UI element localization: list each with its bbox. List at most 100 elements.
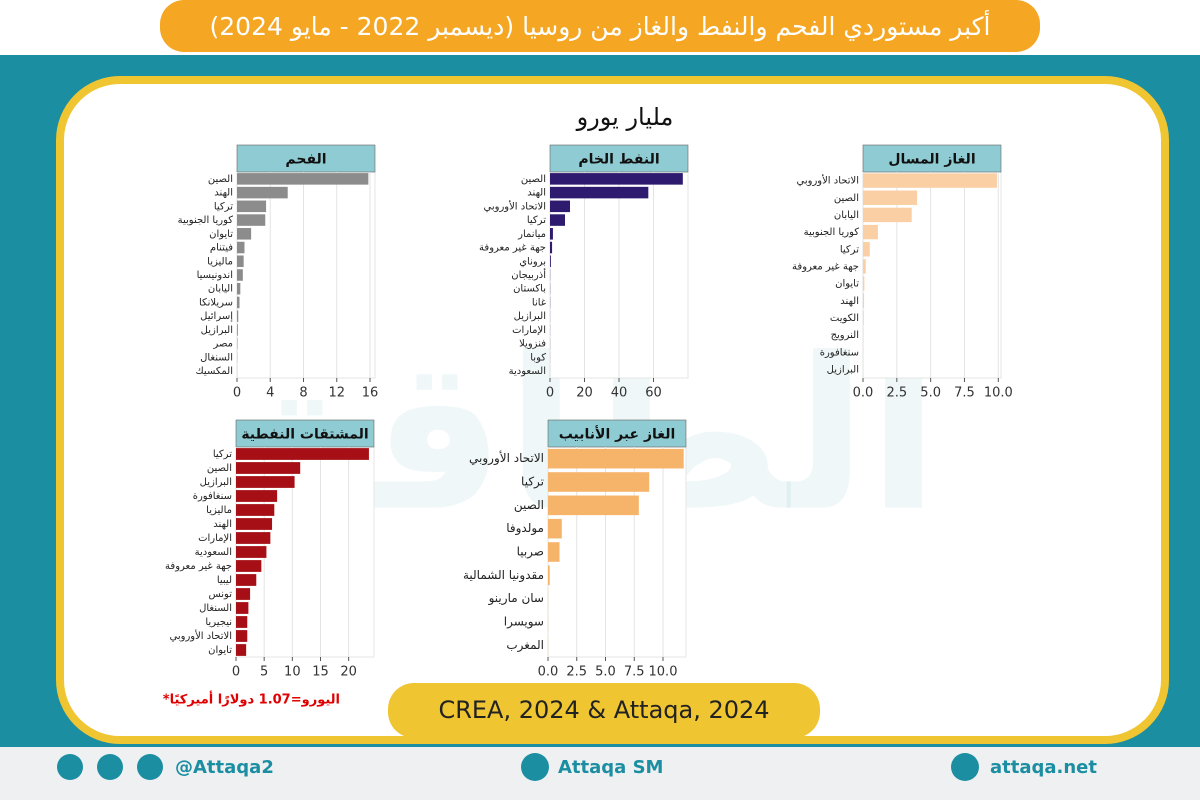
bar <box>548 448 684 469</box>
x-icon[interactable] <box>57 754 83 780</box>
y-tick-label: تايوان <box>209 229 233 240</box>
panel-header <box>235 419 375 448</box>
bar <box>548 518 562 539</box>
bar <box>236 546 267 558</box>
bar <box>236 560 262 572</box>
x-tick-label: 7.5 <box>624 665 645 680</box>
bar <box>548 472 650 492</box>
bar <box>236 588 251 600</box>
source-box <box>388 683 820 738</box>
panel-title: النفط الخام <box>578 152 659 168</box>
y-tick-label: ليبيا <box>217 575 232 586</box>
y-tick-label: الاتحاد الأوروبي <box>484 199 547 212</box>
panel-title: الغاز عبر الأنابيب <box>559 426 676 443</box>
x-tick-label: 0 <box>232 665 240 680</box>
panel-title: المشتقات النفطية <box>241 427 368 443</box>
x-tick-label: 8 <box>299 386 307 401</box>
y-tick-label: السعودية <box>195 547 232 558</box>
title-banner <box>160 0 1040 52</box>
y-tick-label: تركيا <box>214 201 233 212</box>
bar <box>236 532 271 544</box>
y-tick-label: فيتنام <box>210 243 233 254</box>
x-tick-label: 16 <box>362 386 379 401</box>
x-tick-label: 40 <box>611 386 628 401</box>
x-tick-label: 0 <box>546 386 554 401</box>
y-tick-label: سريلانكا <box>199 297 233 308</box>
bar <box>550 228 553 240</box>
y-tick-label: السنغال <box>200 352 233 363</box>
bar <box>237 214 266 226</box>
source: CREA, 2024 & Attaqa, 2024 <box>438 696 769 724</box>
y-tick-label: السعودية <box>509 366 546 377</box>
y-tick-label: ماليزيا <box>206 505 232 516</box>
panel-title: الفحم <box>285 152 326 168</box>
y-tick-label: تركيا <box>527 215 546 226</box>
bar <box>237 173 369 185</box>
y-tick-label: تركيا <box>521 475 544 490</box>
y-tick-label: إسرائيل <box>200 311 233 322</box>
y-tick-label: الهند <box>840 296 859 307</box>
social-handle[interactable]: @Attaqa2 <box>175 757 274 778</box>
bar <box>863 207 912 223</box>
bar <box>863 173 997 188</box>
bar <box>236 462 301 474</box>
y-tick-label: سويسرا <box>504 615 544 630</box>
y-tick-label: ميانمار <box>517 229 546 240</box>
bar <box>237 296 240 309</box>
y-tick-label: الصين <box>514 498 544 513</box>
bar <box>236 616 248 628</box>
plot-area <box>862 171 1002 379</box>
bar <box>550 214 566 226</box>
y-tick-label: الصين <box>521 174 546 185</box>
bar <box>548 565 550 586</box>
facebook-icon[interactable] <box>137 754 163 780</box>
x-tick-label: 12 <box>328 386 345 401</box>
bar <box>550 173 683 185</box>
bar <box>863 276 865 291</box>
y-tick-label: اندونيسيا <box>197 270 233 281</box>
y-tick-label: مصر <box>212 339 233 350</box>
youtube-handle[interactable]: Attaqa SM <box>558 757 663 778</box>
y-tick-label: مقدونيا الشمالية <box>463 568 544 583</box>
bar <box>863 190 918 205</box>
bar <box>236 448 369 460</box>
bar <box>237 269 243 281</box>
y-tick-label: نيجيريا <box>205 617 232 628</box>
y-tick-label: تركيا <box>840 244 859 255</box>
web-icon[interactable] <box>951 753 979 781</box>
bar <box>237 241 245 254</box>
y-tick-label: اليابان <box>208 284 233 295</box>
footer-bar <box>0 747 1200 800</box>
youtube-icon[interactable] <box>521 753 549 781</box>
y-tick-label: فنزويلا <box>519 339 546 350</box>
x-tick-label: 0.0 <box>853 386 874 401</box>
bar <box>863 242 870 257</box>
y-tick-label: الكويت <box>830 313 859 324</box>
instagram-icon[interactable] <box>97 754 123 780</box>
bar <box>236 518 273 530</box>
x-tick-label: 5.0 <box>595 665 616 680</box>
bar <box>863 259 866 274</box>
bar <box>550 241 553 254</box>
y-tick-label: تونس <box>209 589 233 600</box>
y-tick-label: المغرب <box>506 638 544 653</box>
x-tick-label: 5 <box>260 665 268 680</box>
x-tick-label: 60 <box>645 386 662 401</box>
panel-header <box>549 144 689 173</box>
y-tick-label: كوريا الجنوبية <box>178 215 234 226</box>
y-tick-label: صربيا <box>517 545 544 560</box>
y-tick-label: الاتحاد الأوروبي <box>469 450 544 466</box>
y-tick-label: البرازيل <box>827 364 859 375</box>
y-tick-label: الاتحاد الأوروبي <box>170 629 233 642</box>
y-tick-label: البرازيل <box>200 477 232 488</box>
bar <box>236 476 295 488</box>
y-tick-label: جهة غير معروفة <box>792 261 859 272</box>
x-tick-label: 10.0 <box>984 386 1013 401</box>
bar <box>550 255 551 268</box>
panel-header <box>236 144 376 173</box>
y-tick-label: تركيا <box>213 449 232 460</box>
bar <box>237 282 241 295</box>
website[interactable]: attaqa.net <box>990 757 1097 778</box>
